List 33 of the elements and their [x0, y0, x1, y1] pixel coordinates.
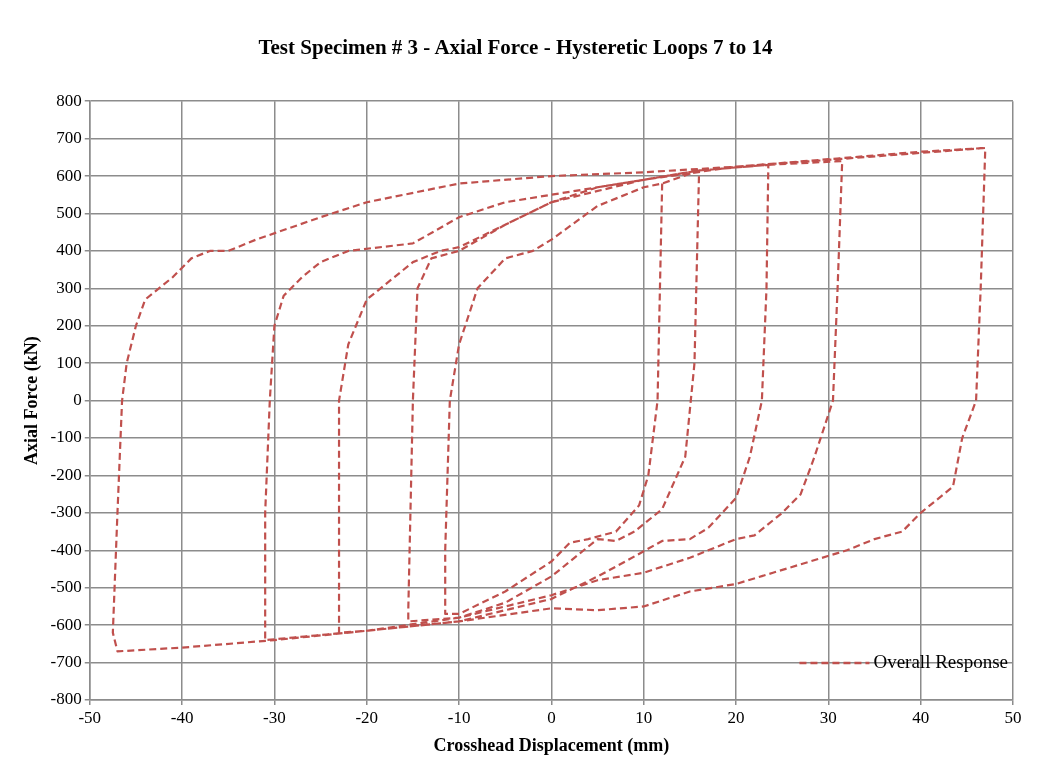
y-tick-label: -500: [50, 577, 82, 597]
x-tick-label: -20: [355, 707, 379, 727]
x-tick-label: -30: [263, 707, 286, 727]
y-tick-label: -600: [50, 614, 82, 634]
x-tick-label: -50: [78, 707, 102, 727]
y-axis-title: Axial Force (kN): [21, 336, 43, 465]
line-series: [111, 146, 987, 653]
legend-label: Overall Response: [873, 650, 1009, 672]
x-axis-title: Crosshead Displacement (mm): [433, 734, 670, 756]
x-tick-label: 40: [912, 707, 930, 727]
y-tick-label: -800: [50, 689, 82, 709]
y-tick-label: -200: [50, 464, 82, 484]
x-tick-label: 50: [1004, 707, 1022, 727]
y-tick-label: 800: [56, 90, 82, 110]
y-tick-label: 400: [56, 240, 82, 260]
y-tick-label: 700: [56, 128, 82, 148]
x-tick-label: 30: [819, 707, 837, 727]
x-tick-label: -40: [170, 707, 194, 727]
y-tick-label: -400: [50, 539, 82, 559]
y-tick-label: 0: [73, 390, 82, 410]
y-tick-label: -100: [50, 427, 82, 447]
chart-title: Test Specimen # 3 - Axial Force - Hysteretic Loops 7 to 14: [258, 35, 774, 60]
y-tick-label: -300: [50, 502, 82, 522]
y-tick-label: 200: [56, 315, 82, 335]
x-tick-label: 20: [727, 707, 745, 727]
y-tick-label: 300: [56, 277, 82, 297]
y-tick-label: 600: [56, 165, 82, 185]
x-tick-label: 0: [547, 707, 556, 727]
y-tick-label: 500: [56, 202, 82, 222]
y-tick-label: 100: [56, 352, 82, 372]
x-tick-label: 10: [635, 707, 653, 727]
x-tick-label: -10: [447, 707, 471, 727]
y-tick-label: -700: [50, 652, 82, 672]
